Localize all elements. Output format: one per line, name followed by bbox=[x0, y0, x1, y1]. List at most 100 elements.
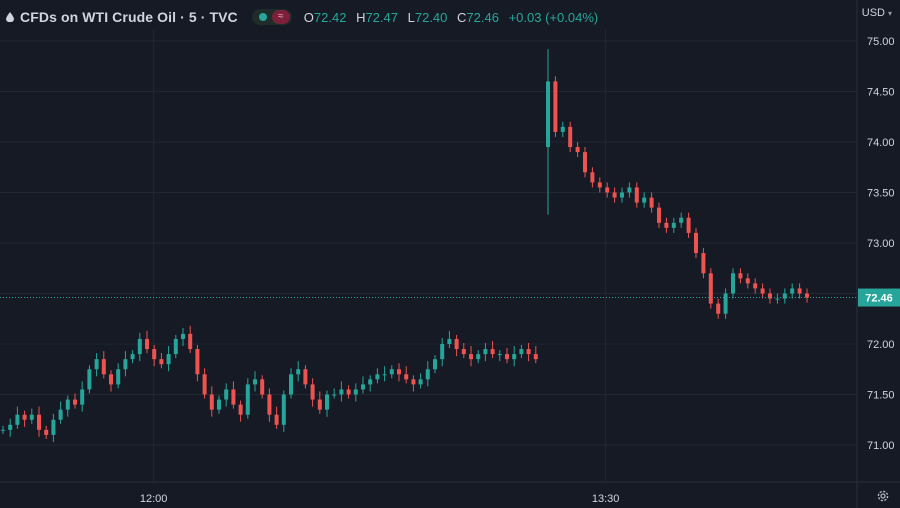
candle-body bbox=[425, 369, 430, 380]
candle-body bbox=[612, 192, 617, 198]
candle-body bbox=[231, 389, 236, 405]
candle-body bbox=[109, 374, 113, 385]
candle-body bbox=[404, 374, 409, 380]
candle-body bbox=[418, 379, 423, 385]
candle-body bbox=[123, 359, 128, 370]
low-value: 72.40 bbox=[414, 9, 448, 25]
candle-body bbox=[44, 429, 49, 435]
candle-body bbox=[346, 389, 351, 395]
candle-body bbox=[723, 293, 728, 314]
candle-body bbox=[188, 333, 193, 350]
candle-body bbox=[701, 253, 706, 274]
candle-body bbox=[533, 354, 538, 360]
candle-body bbox=[353, 389, 358, 395]
candle-body bbox=[476, 354, 481, 360]
candle-body bbox=[411, 379, 416, 385]
candle-body bbox=[130, 354, 135, 360]
candle-body bbox=[553, 81, 558, 132]
candle-body bbox=[303, 369, 308, 385]
change-value: +0.03 (+0.04%) bbox=[508, 9, 599, 25]
candle-body bbox=[116, 369, 121, 385]
y-tick-label: 73.00 bbox=[867, 238, 895, 250]
candle-body bbox=[782, 293, 787, 299]
candle-body bbox=[454, 338, 459, 350]
currency-selector[interactable]: USD ▾ bbox=[862, 7, 892, 19]
candles bbox=[1, 49, 809, 442]
candle-body bbox=[22, 414, 27, 420]
candle-body bbox=[317, 399, 322, 410]
last-price-badge bbox=[858, 288, 900, 307]
candle-body bbox=[202, 374, 207, 395]
candle-body bbox=[209, 394, 214, 410]
candle-body bbox=[51, 419, 56, 435]
candle-body bbox=[805, 293, 809, 298]
candle-body bbox=[634, 187, 639, 203]
candle-body bbox=[389, 369, 394, 375]
candle-body bbox=[760, 288, 765, 294]
candle-body bbox=[738, 273, 743, 279]
candle-body bbox=[745, 278, 750, 284]
candle-body bbox=[512, 354, 517, 360]
candle-body bbox=[664, 222, 669, 228]
high-value: 72.47 bbox=[365, 9, 398, 25]
close-value: 72.46 bbox=[466, 9, 499, 25]
candle-body bbox=[797, 288, 802, 294]
oil-drop-icon bbox=[6, 12, 14, 22]
candle-body bbox=[368, 379, 373, 385]
candle-body bbox=[281, 394, 286, 425]
candle-body bbox=[382, 374, 387, 376]
candle-body bbox=[152, 349, 157, 360]
candle-body bbox=[274, 414, 279, 425]
candle-body bbox=[224, 389, 229, 400]
candle-body bbox=[217, 399, 221, 410]
market-status-pill[interactable]: ≈ bbox=[251, 9, 292, 25]
candle-body bbox=[8, 424, 13, 430]
candle-body bbox=[447, 338, 452, 344]
high-label: H bbox=[356, 9, 366, 25]
candle-body bbox=[671, 222, 676, 228]
candle-body bbox=[361, 384, 365, 390]
candle-body bbox=[289, 374, 293, 395]
candle-body bbox=[461, 349, 466, 355]
candle-body bbox=[339, 389, 344, 395]
candle-body bbox=[325, 394, 329, 410]
candle-body bbox=[296, 369, 301, 375]
candle-body bbox=[166, 354, 171, 365]
open-value: 72.42 bbox=[313, 9, 347, 25]
symbol-title[interactable]: CFDs on WTI Crude Oil · 5 · TVC bbox=[20, 9, 238, 25]
candle-body bbox=[159, 359, 164, 365]
candle-body bbox=[490, 349, 495, 355]
candle-body bbox=[768, 293, 772, 299]
candle-body bbox=[679, 217, 684, 223]
candle-body bbox=[332, 394, 337, 396]
candle-body bbox=[642, 197, 647, 203]
chart-legend: CFDs on WTI Crude Oil · 5 · TVC ≈ O72.42… bbox=[6, 6, 604, 28]
candle-body bbox=[433, 359, 437, 370]
candle-body bbox=[694, 232, 698, 254]
y-tick-label: 74.50 bbox=[867, 87, 895, 99]
candle-body bbox=[1, 429, 5, 431]
ohlc-readout: O72.42 H72.47 L72.40 C72.46 +0.03 (+0.04… bbox=[304, 10, 604, 25]
candle-body bbox=[440, 344, 445, 360]
candle-body bbox=[65, 399, 70, 410]
y-tick-label: 73.50 bbox=[867, 188, 895, 200]
candle-body bbox=[80, 389, 85, 405]
candle-body bbox=[15, 414, 20, 425]
data-delay-icon: ≈ bbox=[271, 10, 290, 24]
candle-body bbox=[716, 303, 721, 314]
x-tick-label: 13:30 bbox=[592, 493, 620, 505]
settings-gear-icon[interactable] bbox=[876, 489, 890, 503]
y-tick-label: 72.00 bbox=[867, 339, 895, 351]
candle-body bbox=[708, 273, 713, 304]
candle-body bbox=[397, 369, 401, 375]
candle-body bbox=[497, 354, 502, 356]
y-tick-label: 71.50 bbox=[867, 390, 895, 402]
candle-body bbox=[181, 333, 185, 339]
candle-body bbox=[560, 126, 565, 132]
candle-body bbox=[101, 359, 106, 375]
candle-body bbox=[519, 349, 524, 355]
y-tick-label: 75.00 bbox=[867, 36, 895, 48]
close-label: C bbox=[457, 9, 467, 25]
candle-body bbox=[605, 187, 610, 193]
